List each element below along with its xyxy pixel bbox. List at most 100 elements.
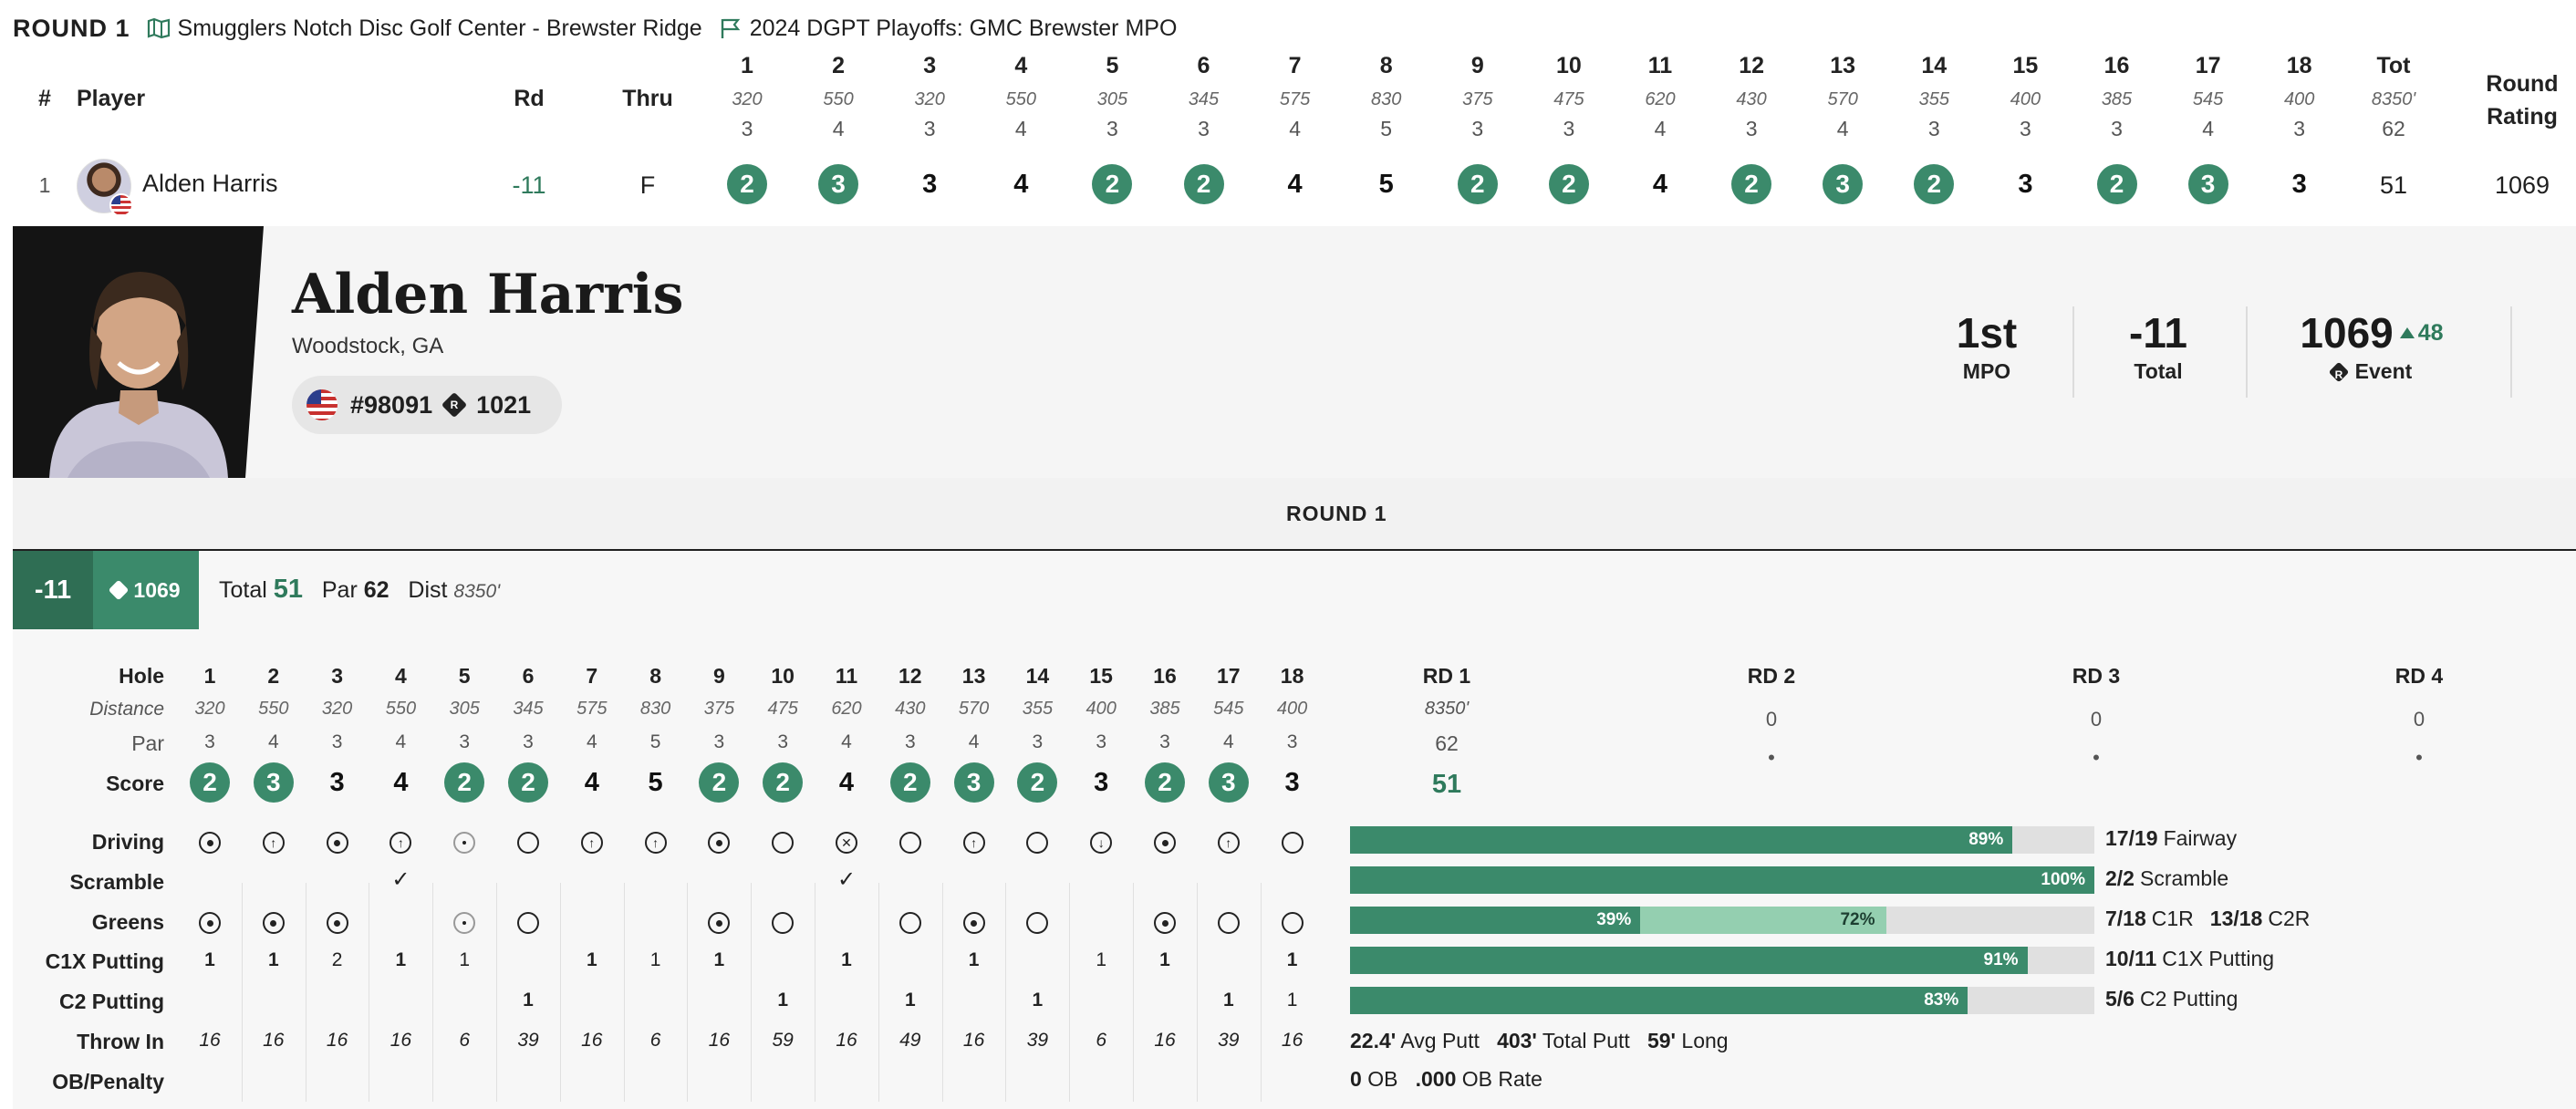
- stat-bar-percent-secondary: 72%: [1840, 910, 1875, 929]
- hole-distance: 830: [639, 699, 671, 719]
- player-name-link[interactable]: Alden Harris: [142, 170, 278, 197]
- birdie-score: 2: [1457, 164, 1498, 204]
- hole-number-header: 5: [1106, 53, 1119, 78]
- summary-par: 62: [363, 577, 390, 603]
- driving-target-icon: [199, 832, 221, 854]
- hole-number: 18: [1280, 664, 1304, 688]
- hole-number: 2: [267, 664, 280, 688]
- stat-label: C1R: [2151, 907, 2194, 930]
- hole-number-header: 4: [1014, 53, 1028, 78]
- birdie-score: 2: [1914, 164, 1955, 204]
- hole-number-header: 13: [1830, 53, 1856, 78]
- place-value: 1st: [1956, 309, 2018, 357]
- c1x-putts: 1: [841, 949, 852, 970]
- up-triangle-icon: [2399, 327, 2415, 338]
- player-total: 51: [2379, 171, 2408, 199]
- round-tab[interactable]: ROUND 1: [1286, 502, 1387, 525]
- hole-score: 4: [1287, 169, 1303, 199]
- hole-number: 9: [712, 664, 725, 688]
- driving-dot-circle-icon: [453, 832, 476, 854]
- stat-bar-fill: [1350, 907, 1641, 934]
- birdie-score: 2: [1017, 762, 1058, 803]
- greens-target-icon: [326, 912, 348, 934]
- hole-par: 3: [777, 731, 789, 752]
- hole-distance: 400: [2284, 89, 2315, 109]
- thru-header[interactable]: Thru: [622, 86, 673, 111]
- total-stat: -11 Total: [2094, 308, 2222, 384]
- throw-in-distance: 16: [962, 1030, 985, 1051]
- hole-par: 4: [1836, 117, 1849, 140]
- top-bar: ROUND 1 Smugglers Notch Disc Golf Center…: [13, 13, 1177, 44]
- round-detail-panel: [13, 629, 2576, 1109]
- birdie-score: 2: [699, 762, 740, 803]
- throw-in-distance: 39: [517, 1030, 539, 1051]
- hole-number-header: 10: [1555, 53, 1582, 78]
- hole-par: 3: [2019, 117, 2031, 140]
- stat-divider: [2072, 306, 2074, 398]
- hole-par: 5: [649, 731, 661, 752]
- total-value: -11: [2129, 309, 2187, 357]
- column-divider: [559, 883, 561, 1102]
- throw-in-distance: 16: [1154, 1030, 1176, 1051]
- round-header[interactable]: RD 2: [1747, 664, 1796, 688]
- stat-bar-percent: 91%: [1983, 950, 2019, 969]
- hole-distance: 575: [1279, 89, 1311, 109]
- hole-number: 1: [203, 664, 216, 688]
- hole-score: 3: [922, 169, 938, 199]
- hole-distance: 375: [703, 699, 735, 719]
- hole-number: 17: [1217, 664, 1241, 688]
- player-header[interactable]: Player: [77, 86, 146, 111]
- hole-number-header: 6: [1197, 53, 1210, 78]
- birdie-score: 2: [2096, 164, 2137, 204]
- hole-par: 4: [2202, 117, 2214, 140]
- birdie-score: 2: [508, 762, 548, 803]
- stat-bar-caption: 2/2 Scramble: [2105, 866, 2228, 891]
- event-link[interactable]: 2024 DGPT Playoffs: GMC Brewster MPO: [719, 16, 1177, 42]
- tot-header[interactable]: Tot: [2376, 53, 2411, 78]
- column-divider: [751, 883, 753, 1102]
- c2-putts: 1: [777, 990, 789, 1011]
- birdie-score: 3: [818, 164, 859, 204]
- round-header[interactable]: RD 4: [2394, 664, 2444, 688]
- rating-delta: 48: [2399, 320, 2444, 347]
- hole-number: 4: [394, 664, 407, 688]
- hole-number-header: 15: [2012, 53, 2039, 78]
- driving-arrow-up-circle-icon: ↑: [962, 832, 985, 854]
- birdie-score: 3: [253, 762, 294, 803]
- hole-number: 8: [649, 664, 661, 688]
- driving-target-icon: [1154, 832, 1176, 854]
- birdie-score: 3: [1823, 164, 1864, 204]
- rating-diamond-icon: [2328, 361, 2349, 382]
- hole-number: 15: [1089, 664, 1113, 688]
- round-rating-header[interactable]: Round Rating: [2486, 71, 2559, 130]
- hole-distance: 430: [1736, 89, 1767, 109]
- throw-in-distance: 16: [199, 1030, 221, 1051]
- summary-total: 51: [273, 575, 304, 604]
- driving-empty-circle-icon: [898, 832, 921, 854]
- hole-par: 4: [267, 731, 279, 752]
- rd-header[interactable]: Rd: [514, 86, 545, 111]
- course-link[interactable]: Smugglers Notch Disc Golf Center - Brews…: [147, 16, 702, 42]
- greens-target-icon: [1154, 912, 1176, 934]
- round-header[interactable]: RD 1: [1422, 664, 1471, 688]
- hole-par: 3: [713, 731, 725, 752]
- hole-distance: 620: [831, 699, 862, 719]
- total-putt: 403': [1497, 1029, 1537, 1052]
- hole-par: 3: [2293, 117, 2306, 140]
- stat-bar-fill: [1350, 947, 2028, 974]
- player-name-heading: Alden Harris: [292, 263, 684, 326]
- greens-empty-circle-icon: [1281, 912, 1304, 934]
- hole-par: 3: [1927, 117, 1940, 140]
- hole-distance: 345: [513, 699, 544, 719]
- flag-icon: [721, 18, 741, 38]
- summary-rating-value: 1069: [133, 577, 181, 602]
- hole-distance: 345: [1188, 89, 1220, 109]
- hole-distance: 305: [449, 699, 480, 719]
- hole-distance: 620: [1645, 89, 1676, 109]
- column-divider: [432, 883, 434, 1102]
- rating-diamond-icon: [441, 391, 468, 419]
- round-header[interactable]: RD 3: [2072, 664, 2121, 688]
- hole-distance: 400: [1276, 699, 1308, 719]
- driving-empty-circle-icon: [1026, 832, 1049, 854]
- birdie-score: 2: [889, 762, 930, 803]
